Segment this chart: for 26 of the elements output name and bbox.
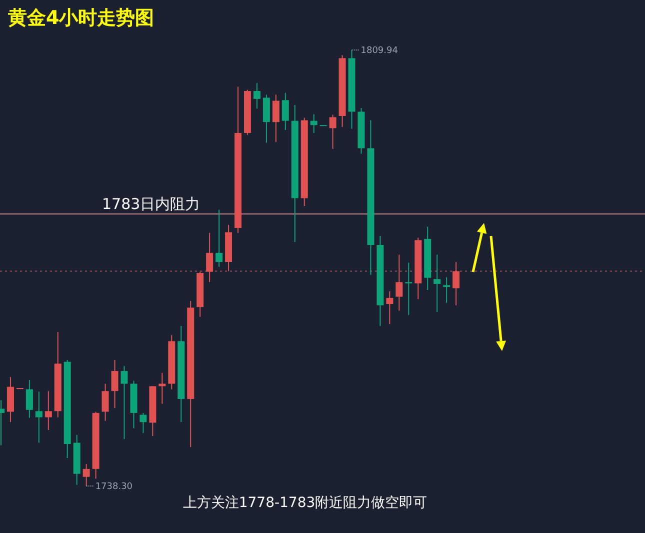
candlestick: [102, 383, 109, 422]
candlestick: [26, 380, 33, 418]
annotation: 1809.94: [360, 46, 398, 56]
candlestick: [120, 366, 128, 440]
candlestick: [434, 254, 441, 312]
candlestick: [253, 82, 260, 110]
candlestick: [44, 390, 52, 431]
candlestick: [216, 209, 223, 268]
ref-line-label: 1783日内阻力: [102, 194, 200, 213]
candlestick: [386, 290, 394, 325]
candlestick: [396, 254, 403, 312]
candlestick: [329, 114, 336, 150]
candlestick: [82, 464, 90, 486]
candlestick: [272, 94, 280, 143]
text: 上方关注1778-1783附近阻力做空即可: [182, 495, 428, 511]
candlestick: [35, 391, 42, 444]
candlestick: [452, 262, 460, 306]
candlestick: [140, 412, 147, 434]
candlestick: [206, 232, 214, 283]
candlestick: [405, 262, 412, 316]
annotation: 1738.30: [95, 482, 133, 492]
chart-title: 黄金4小时走势图: [7, 7, 154, 29]
candlestick: [111, 360, 118, 409]
candlestick: [310, 114, 318, 134]
candlestick: [282, 92, 289, 130]
candlestick: [443, 276, 450, 304]
